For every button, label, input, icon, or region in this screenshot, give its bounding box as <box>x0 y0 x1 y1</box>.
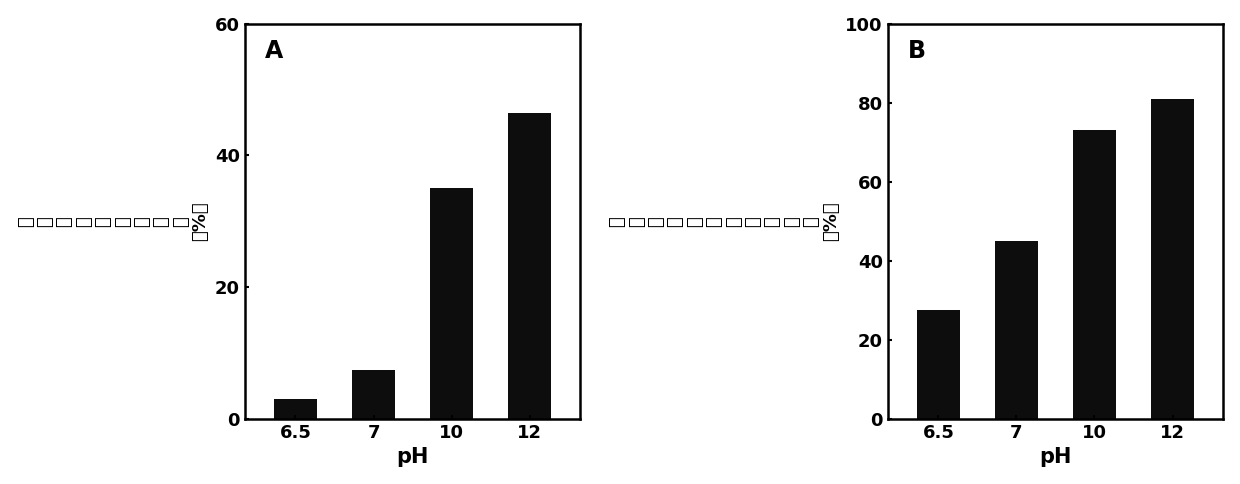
Bar <box>274 399 317 419</box>
Bar <box>352 369 396 419</box>
Text: B: B <box>908 40 926 63</box>
Bar <box>1151 99 1194 419</box>
X-axis label: pH: pH <box>1039 447 1071 468</box>
Y-axis label: 总
化
学
需
氧
量
去
除
率
（%）: 总 化 学 需 氧 量 去 除 率 （%） <box>16 201 210 241</box>
Bar <box>508 113 551 419</box>
Text: A: A <box>265 40 283 63</box>
Bar <box>430 188 474 419</box>
Bar <box>916 310 960 419</box>
Bar <box>1073 130 1116 419</box>
Bar <box>994 241 1038 419</box>
Y-axis label: 可
溶
性
化
学
需
氧
量
去
除
率
（%）: 可 溶 性 化 学 需 氧 量 去 除 率 （%） <box>609 201 839 241</box>
X-axis label: pH: pH <box>397 447 429 468</box>
